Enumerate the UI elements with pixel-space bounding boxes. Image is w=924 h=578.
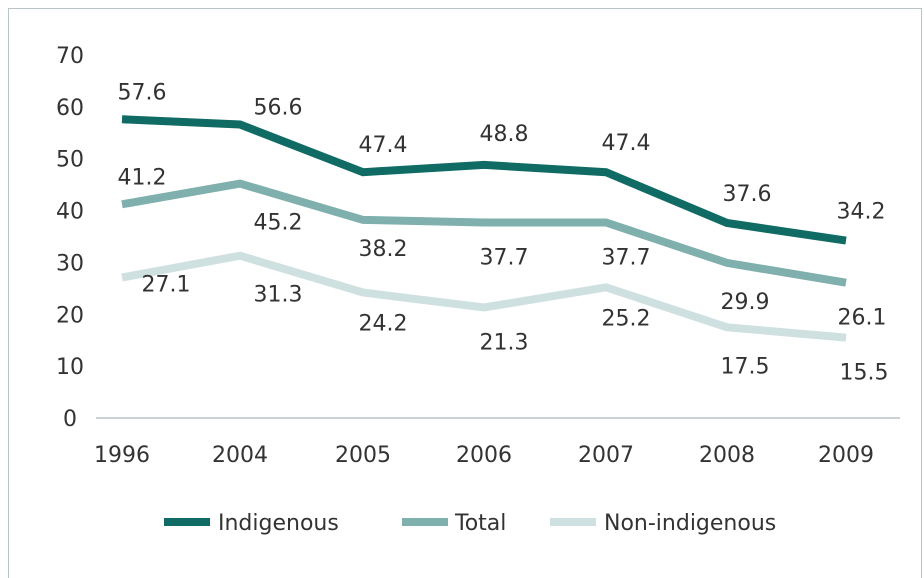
data-label: 37.7 <box>602 245 651 270</box>
y-tick-label: 40 <box>56 200 84 225</box>
data-label: 27.1 <box>142 272 191 297</box>
data-labels: 57.6 56.6 47.4 48.8 47.4 37.6 34.2 41.2 45.2 38.2… <box>118 80 889 385</box>
legend-label: Indigenous <box>218 511 339 536</box>
series-line-indigenous <box>121 115 847 245</box>
data-label: 31.3 <box>254 283 303 308</box>
data-label: 57.6 <box>118 80 167 105</box>
data-label: 24.2 <box>359 312 408 337</box>
data-label: 34.2 <box>837 200 886 225</box>
data-label: 29.9 <box>721 290 770 315</box>
x-tick-label: 2006 <box>456 443 512 468</box>
data-label: 15.5 <box>840 361 889 386</box>
y-tick-label: 30 <box>56 251 84 276</box>
data-label: 21.3 <box>480 331 529 356</box>
legend-label: Total <box>454 511 506 536</box>
y-tick-label: 10 <box>56 355 84 380</box>
x-tick-label: 2007 <box>578 443 634 468</box>
data-label: 47.4 <box>602 131 651 156</box>
data-label: 41.2 <box>118 165 167 190</box>
data-label: 37.7 <box>480 245 529 270</box>
data-label: 37.6 <box>723 182 772 207</box>
y-tick-label: 20 <box>56 303 84 328</box>
data-label: 25.2 <box>602 306 651 331</box>
axes: 0 10 20 30 40 50 60 70 1996 2004 2005 2006 2007 2008 2… <box>56 44 900 468</box>
chart-frame <box>8 8 922 578</box>
data-label: 17.5 <box>721 354 770 379</box>
legend: Indigenous Total Non-indigenous <box>164 511 776 536</box>
y-tick-label: 50 <box>56 148 84 173</box>
x-tick-label: 1996 <box>94 443 150 468</box>
data-label: 45.2 <box>254 211 303 236</box>
data-label: 47.4 <box>359 133 408 158</box>
x-tick-label: 2008 <box>699 443 755 468</box>
series-line-total <box>121 179 847 287</box>
series-lines <box>121 115 847 342</box>
legend-label: Non-indigenous <box>604 511 776 536</box>
x-tick-label: 2005 <box>335 443 391 468</box>
data-label: 56.6 <box>254 95 303 120</box>
y-tick-label: 0 <box>63 407 77 432</box>
x-tick-label: 2009 <box>818 443 874 468</box>
data-label: 26.1 <box>838 306 887 331</box>
data-label: 38.2 <box>359 237 408 262</box>
y-tick-label: 60 <box>56 96 84 121</box>
x-tick-label: 2004 <box>212 443 268 468</box>
y-tick-label: 70 <box>56 44 84 69</box>
data-label: 48.8 <box>480 122 529 147</box>
series-line-non-indigenous <box>121 251 847 342</box>
